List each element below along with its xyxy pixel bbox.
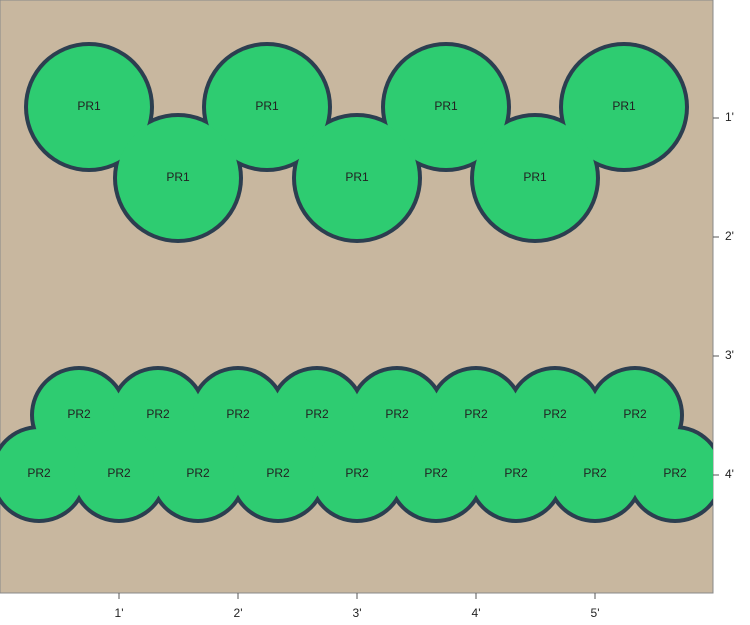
plant-fills	[0, 46, 713, 519]
x-tick-label: 2'	[234, 606, 243, 620]
plant-label: PR2	[226, 407, 250, 421]
plant-label: PR1	[523, 170, 547, 184]
plant-label: PR1	[434, 99, 458, 113]
plant	[206, 46, 328, 168]
plant-labels: PR1 PR1 PR1 PR1 PR1 PR1 PR1 PR2 PR2 PR2 PR2 PR2 PR2 P…	[27, 99, 687, 480]
x-tick-label: 4'	[472, 606, 481, 620]
plant	[312, 429, 402, 519]
plants: PR1 PR1 PR1 PR1 PR1 PR1 PR1 PR2 PR2 PR2 PR2 PR2 PR2 P…	[0, 42, 713, 523]
plant	[471, 429, 561, 519]
plant	[0, 429, 84, 519]
plant-label: PR2	[266, 466, 290, 480]
plant	[74, 429, 164, 519]
plant	[563, 46, 685, 168]
plant-label: PR2	[186, 466, 210, 480]
plant-label: PR1	[255, 99, 279, 113]
plant-label: PR1	[166, 170, 190, 184]
plant	[630, 429, 713, 519]
y-tick-label: 4'	[725, 467, 734, 481]
plant-label: PR1	[77, 99, 101, 113]
x-tick-label: 3'	[353, 606, 362, 620]
plant	[550, 429, 640, 519]
plant-label: PR1	[345, 170, 369, 184]
plant	[117, 117, 239, 239]
plant-label: PR2	[543, 407, 567, 421]
y-tick-label: 2'	[725, 229, 734, 243]
y-tick-label: 3'	[725, 348, 734, 362]
plant	[296, 117, 418, 239]
plant	[474, 117, 596, 239]
plant-label: PR2	[27, 466, 51, 480]
plant-label: PR2	[345, 466, 369, 480]
plant-label: PR2	[464, 407, 488, 421]
axes: 1' 2' 3' 4' 5' 1' 2' 3' 4'	[115, 110, 734, 620]
plant-label: PR2	[107, 466, 131, 480]
plant-label: PR2	[663, 466, 687, 480]
plant-label: PR2	[583, 466, 607, 480]
plant	[391, 429, 481, 519]
plant-label: PR2	[504, 466, 528, 480]
plant-label: PR1	[612, 99, 636, 113]
plant-label: PR2	[146, 407, 170, 421]
plant	[385, 46, 507, 168]
x-tick-label: 1'	[115, 606, 124, 620]
plant	[28, 46, 150, 168]
y-tick-label: 1'	[725, 110, 734, 124]
plant	[233, 429, 323, 519]
plant-label: PR2	[67, 407, 91, 421]
plant	[153, 429, 243, 519]
plant-label: PR2	[385, 407, 409, 421]
plant-label: PR2	[623, 407, 647, 421]
plant-label: PR2	[305, 407, 329, 421]
x-tick-label: 5'	[591, 606, 600, 620]
plant-label: PR2	[424, 466, 448, 480]
